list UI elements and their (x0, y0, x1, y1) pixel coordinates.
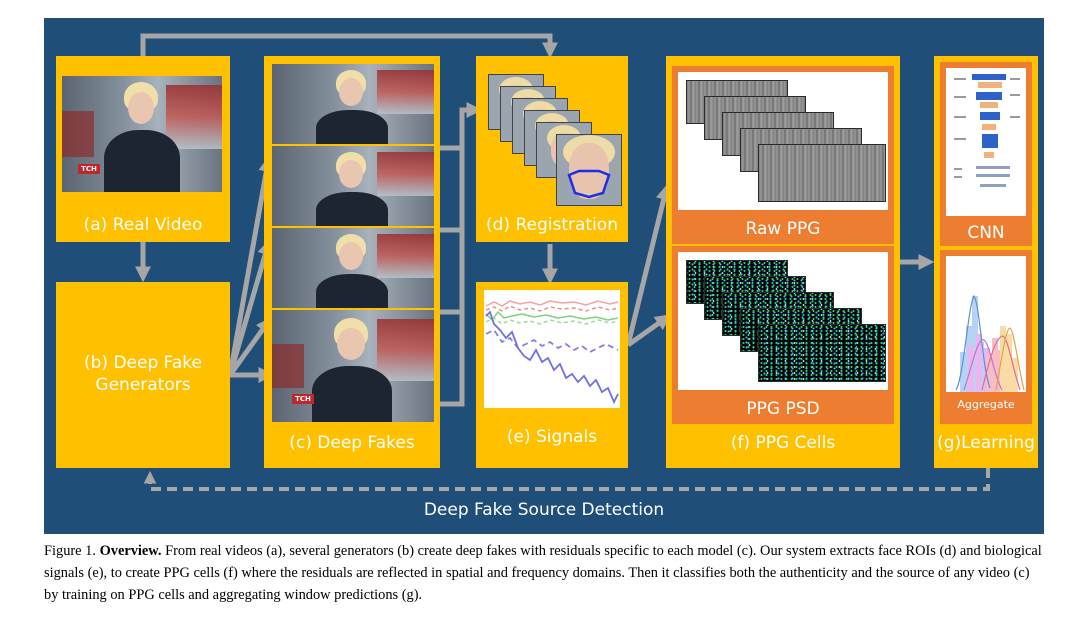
arrow-generators-to-fake-3 (227, 316, 272, 377)
face-roi-outline (567, 169, 611, 199)
label-ppg-cells: (f) PPG Cells (730, 433, 836, 453)
label-registration: (d) Registration (486, 215, 618, 235)
box-signals: (e) Signals (476, 282, 628, 468)
label-ppg-psd: PPG PSD (746, 399, 820, 419)
arrow-generators-to-fake-2 (227, 238, 273, 376)
signals-plot (484, 290, 620, 408)
box-real-video: TCH (a) Real Video (56, 56, 230, 242)
fake-video-thumbnail-1 (272, 64, 434, 144)
cnn-panel: CNN (940, 62, 1032, 246)
arrow-generators-to-fake-1 (227, 155, 275, 376)
fake-video-thumbnail-3 (272, 228, 434, 308)
label-source-detection: Deep Fake Source Detection (423, 500, 665, 520)
ppg-psd-matrix (758, 324, 886, 382)
caption-text: From real videos (a), several generators… (44, 543, 1042, 603)
cnn-architecture (954, 74, 1020, 187)
aggregate-panel: Aggregate (940, 250, 1032, 424)
ppg-psd-panel: PPG PSD (672, 246, 894, 424)
label-cnn: CNN (967, 223, 1005, 243)
label-deep-fakes: (c) Deep Fakes (289, 433, 415, 453)
channel-badge: TCH (78, 164, 100, 174)
arrow-signals-to-psd (626, 314, 672, 348)
figure-caption: Figure 1. Overview. From real videos (a)… (44, 540, 1044, 606)
fake-video-thumbnail-4: TCH (272, 310, 434, 422)
channel-badge-fake: TCH (292, 394, 314, 404)
box-deep-fakes: TCH (c) Deep Fakes (264, 56, 440, 468)
raw-ppg-matrix (758, 144, 886, 202)
arrow-source-detection-feedback (143, 468, 990, 491)
aggregate-histogram (955, 294, 1025, 392)
label-deep-fake-generators: (b) Deep Fake Generators (84, 353, 202, 395)
box-registration: (d) Registration (476, 56, 628, 242)
fake-video-thumbnail-2 (272, 146, 434, 226)
box-learning: CNN (934, 56, 1038, 468)
label-real-video: (a) Real Video (83, 215, 203, 235)
box-ppg-cells: Raw PPG PPG PSD (f) PPG Cells (666, 56, 900, 468)
raw-ppg-panel: Raw PPG (672, 66, 894, 244)
box-deep-fake-generators: (b) Deep Fake Generators (56, 282, 230, 468)
label-aggregate: Aggregate (957, 398, 1015, 411)
registered-face-crop (556, 134, 622, 206)
label-raw-ppg: Raw PPG (745, 219, 821, 239)
label-learning: (g)Learning (937, 433, 1035, 453)
caption-bold: Overview. (99, 543, 162, 559)
arrow-fakes-to-registration (436, 101, 483, 151)
caption-prefix: Figure 1. (44, 543, 100, 559)
real-video-thumbnail: TCH (62, 76, 222, 192)
arrow-signals-to-raw (625, 183, 672, 346)
label-signals: (e) Signals (506, 427, 598, 447)
arrow-real-to-registration (140, 33, 559, 59)
